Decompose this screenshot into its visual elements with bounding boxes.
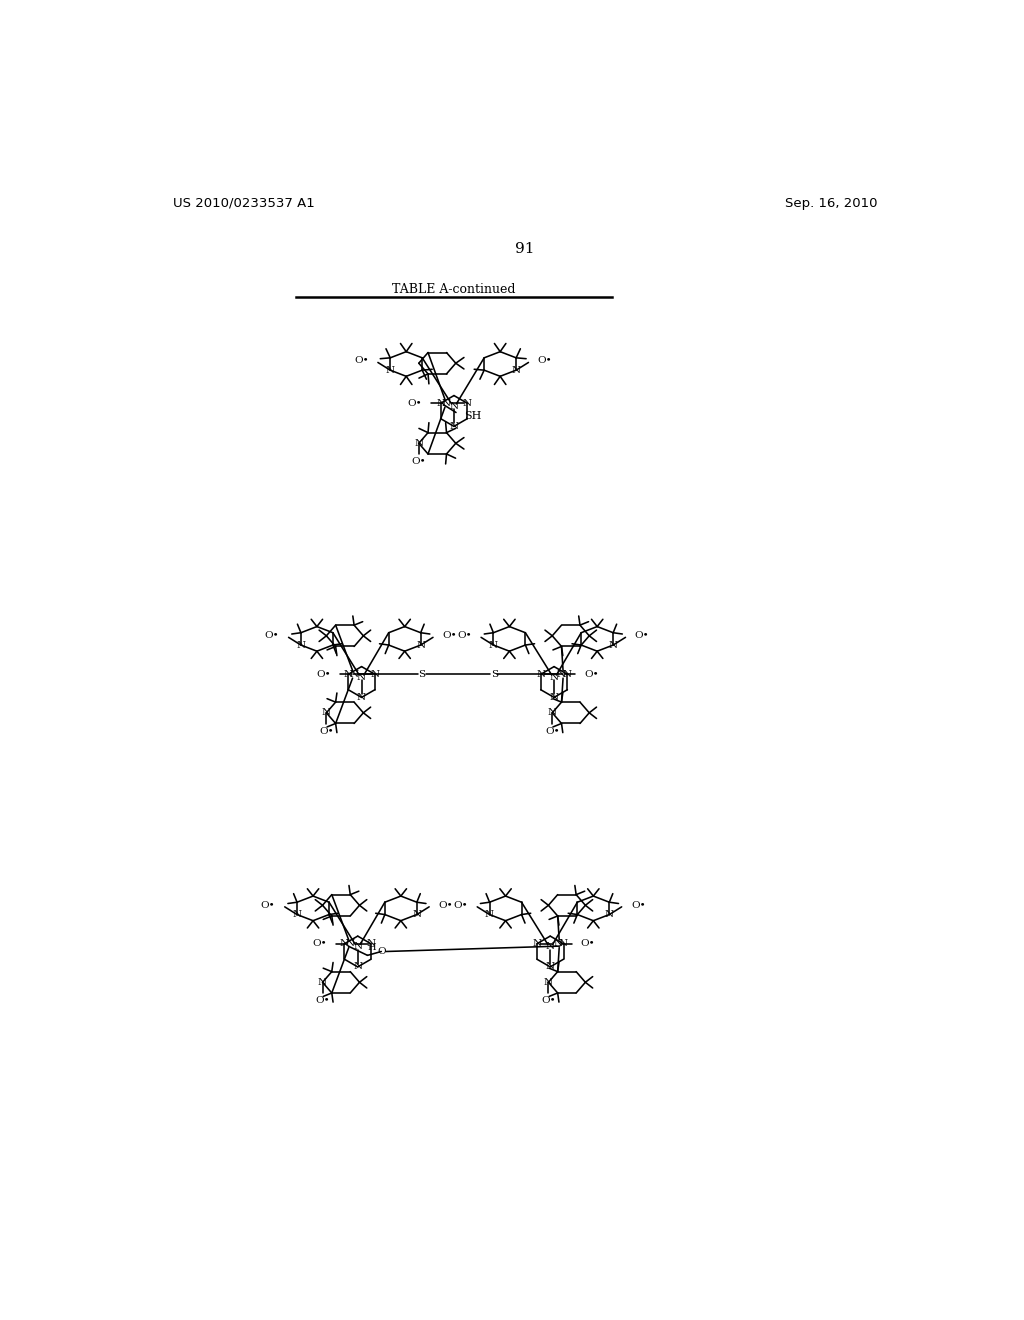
Text: N: N — [322, 709, 331, 717]
Text: O•: O• — [631, 900, 645, 909]
Text: N: N — [537, 669, 546, 678]
Text: N: N — [415, 438, 423, 447]
Text: O: O — [377, 946, 386, 956]
Text: N: N — [557, 669, 566, 678]
Text: N: N — [340, 940, 349, 948]
Text: O•: O• — [412, 457, 426, 466]
Text: S: S — [418, 669, 425, 678]
Text: O•: O• — [408, 399, 422, 408]
Text: N: N — [344, 669, 353, 678]
Text: N: N — [346, 940, 355, 948]
Text: N: N — [532, 940, 542, 948]
Text: O•: O• — [316, 669, 331, 678]
Text: N: N — [463, 399, 472, 408]
Text: N: N — [550, 673, 559, 682]
Text: N: N — [349, 669, 358, 678]
Text: N: N — [550, 693, 559, 702]
Text: N: N — [488, 640, 498, 649]
Text: O•: O• — [585, 669, 599, 678]
Text: US 2010/0233537 A1: US 2010/0233537 A1 — [173, 197, 314, 210]
Text: N: N — [553, 940, 562, 948]
Text: N: N — [485, 909, 495, 919]
Text: O•: O• — [261, 900, 275, 909]
Text: O•: O• — [581, 940, 595, 948]
Text: N: N — [296, 640, 305, 649]
Text: Sep. 16, 2010: Sep. 16, 2010 — [785, 197, 878, 210]
Text: O•: O• — [541, 997, 556, 1006]
Text: N: N — [548, 709, 557, 717]
Text: N: N — [436, 399, 445, 408]
Text: N: N — [318, 978, 327, 987]
Text: O•: O• — [315, 997, 330, 1006]
Text: O•: O• — [635, 631, 649, 640]
Text: N: N — [559, 940, 568, 948]
Text: N: N — [450, 422, 459, 430]
Text: O•: O• — [319, 727, 334, 735]
Text: N: N — [357, 673, 367, 682]
Text: H: H — [368, 944, 376, 952]
Text: N: N — [371, 669, 380, 678]
Text: TABLE A-continued: TABLE A-continued — [392, 282, 516, 296]
Text: N: N — [357, 693, 367, 702]
Text: N: N — [367, 940, 376, 948]
Text: 91: 91 — [515, 243, 535, 256]
Text: N: N — [386, 366, 395, 375]
Text: N: N — [413, 909, 422, 919]
Text: N: N — [546, 962, 555, 972]
Text: O•: O• — [545, 727, 559, 735]
Text: N: N — [416, 640, 425, 649]
Text: O•: O• — [312, 940, 327, 948]
Text: O•: O• — [354, 356, 369, 366]
Text: N: N — [605, 909, 614, 919]
Text: S: S — [490, 669, 498, 678]
Text: N: N — [293, 909, 302, 919]
Text: N: N — [442, 399, 451, 408]
Text: O•: O• — [454, 900, 468, 909]
Text: N: N — [563, 669, 572, 678]
Text: O•: O• — [265, 631, 280, 640]
Text: O•: O• — [442, 631, 457, 640]
Text: O•: O• — [538, 356, 552, 366]
Text: O•: O• — [457, 631, 472, 640]
Text: N: N — [546, 942, 555, 952]
Text: O•: O• — [438, 900, 453, 909]
Text: N: N — [512, 366, 521, 375]
Text: SH: SH — [464, 412, 481, 421]
Text: N: N — [544, 978, 553, 987]
Text: N: N — [450, 401, 459, 411]
Text: N: N — [608, 640, 617, 649]
Text: N: N — [353, 962, 362, 972]
Text: N: N — [353, 942, 362, 952]
